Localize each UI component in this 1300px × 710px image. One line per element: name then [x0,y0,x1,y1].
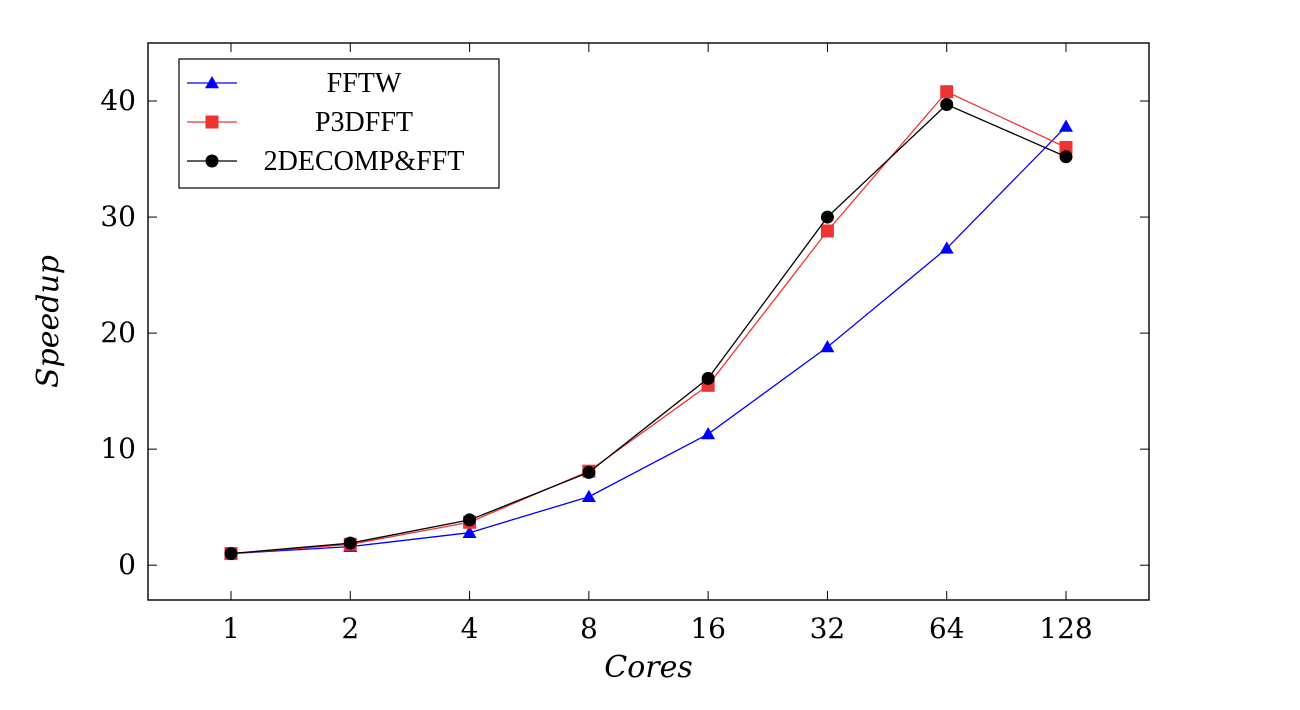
ticks-layer: 1 2 4 8 16 32 64 128 0 10 20 30 40 [100,43,1149,645]
data-point-fftw [820,340,835,353]
x-axis-title: Cores [604,650,693,685]
data-point-p3dfft [1059,140,1073,154]
y-tick-label: 20 [100,316,136,349]
plot-frame [147,42,1150,601]
data-point-fftw [701,427,716,440]
series-line-p3dfft [230,90,1067,555]
legend-marker-2decomp-fft [205,154,219,168]
x-tick-label: 1 [222,612,240,645]
x-tick-label: 64 [929,612,965,645]
data-point-fftw [462,525,477,538]
data-point-2decomp-fft [463,513,477,527]
y-tick-label: 40 [100,84,136,117]
legend-label-2decomp-fft: 2DECOMP&FFT [264,146,465,177]
series-line-fftw [230,126,1067,555]
y-axis-title: Speedup [31,255,66,388]
data-point-2decomp-fft [1059,150,1073,164]
x-tick-label: 2 [341,612,359,645]
legend-marker-p3dfft [205,115,219,129]
data-point-2decomp-fft [940,98,954,112]
x-tick-label: 8 [580,612,598,645]
y-tick-label: 30 [100,200,136,233]
legend-marker-fftw [205,76,219,89]
data-point-2decomp-fft [701,371,715,385]
x-tick-label: 32 [810,612,846,645]
y-tick-label: 10 [100,432,136,465]
data-point-fftw [1059,119,1073,132]
x-tick-label: 4 [461,612,479,645]
data-point-2decomp-fft [224,547,238,561]
series-2decomp-fft [224,98,1073,561]
x-tick-label: 128 [1039,612,1092,645]
x-tick-label: 16 [690,612,726,645]
legend-label-p3dfft: P3DFFT [315,107,413,138]
plot-layer [224,85,1073,561]
y-tick-label: 0 [118,548,136,581]
data-point-2decomp-fft [820,210,834,224]
legend-label-fftw: FFTW [327,68,402,99]
data-point-fftw [581,489,596,502]
data-point-p3dfft [940,85,954,99]
series-line-2decomp-fft [230,103,1067,555]
data-point-fftw [939,241,954,254]
legend-box [178,58,500,189]
data-point-2decomp-fft [582,465,596,479]
data-point-2decomp-fft [343,536,357,550]
legend: FFTW P3DFFT 2DECOMP&FFT [178,58,500,189]
data-point-p3dfft [820,224,834,238]
